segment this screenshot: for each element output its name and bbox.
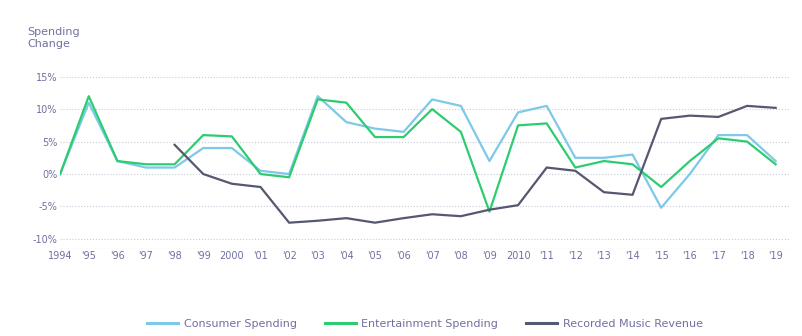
Text: Spending
Change: Spending Change — [27, 27, 80, 49]
Legend: Consumer Spending, Entertainment Spending, Recorded Music Revenue: Consumer Spending, Entertainment Spendin… — [143, 314, 707, 333]
